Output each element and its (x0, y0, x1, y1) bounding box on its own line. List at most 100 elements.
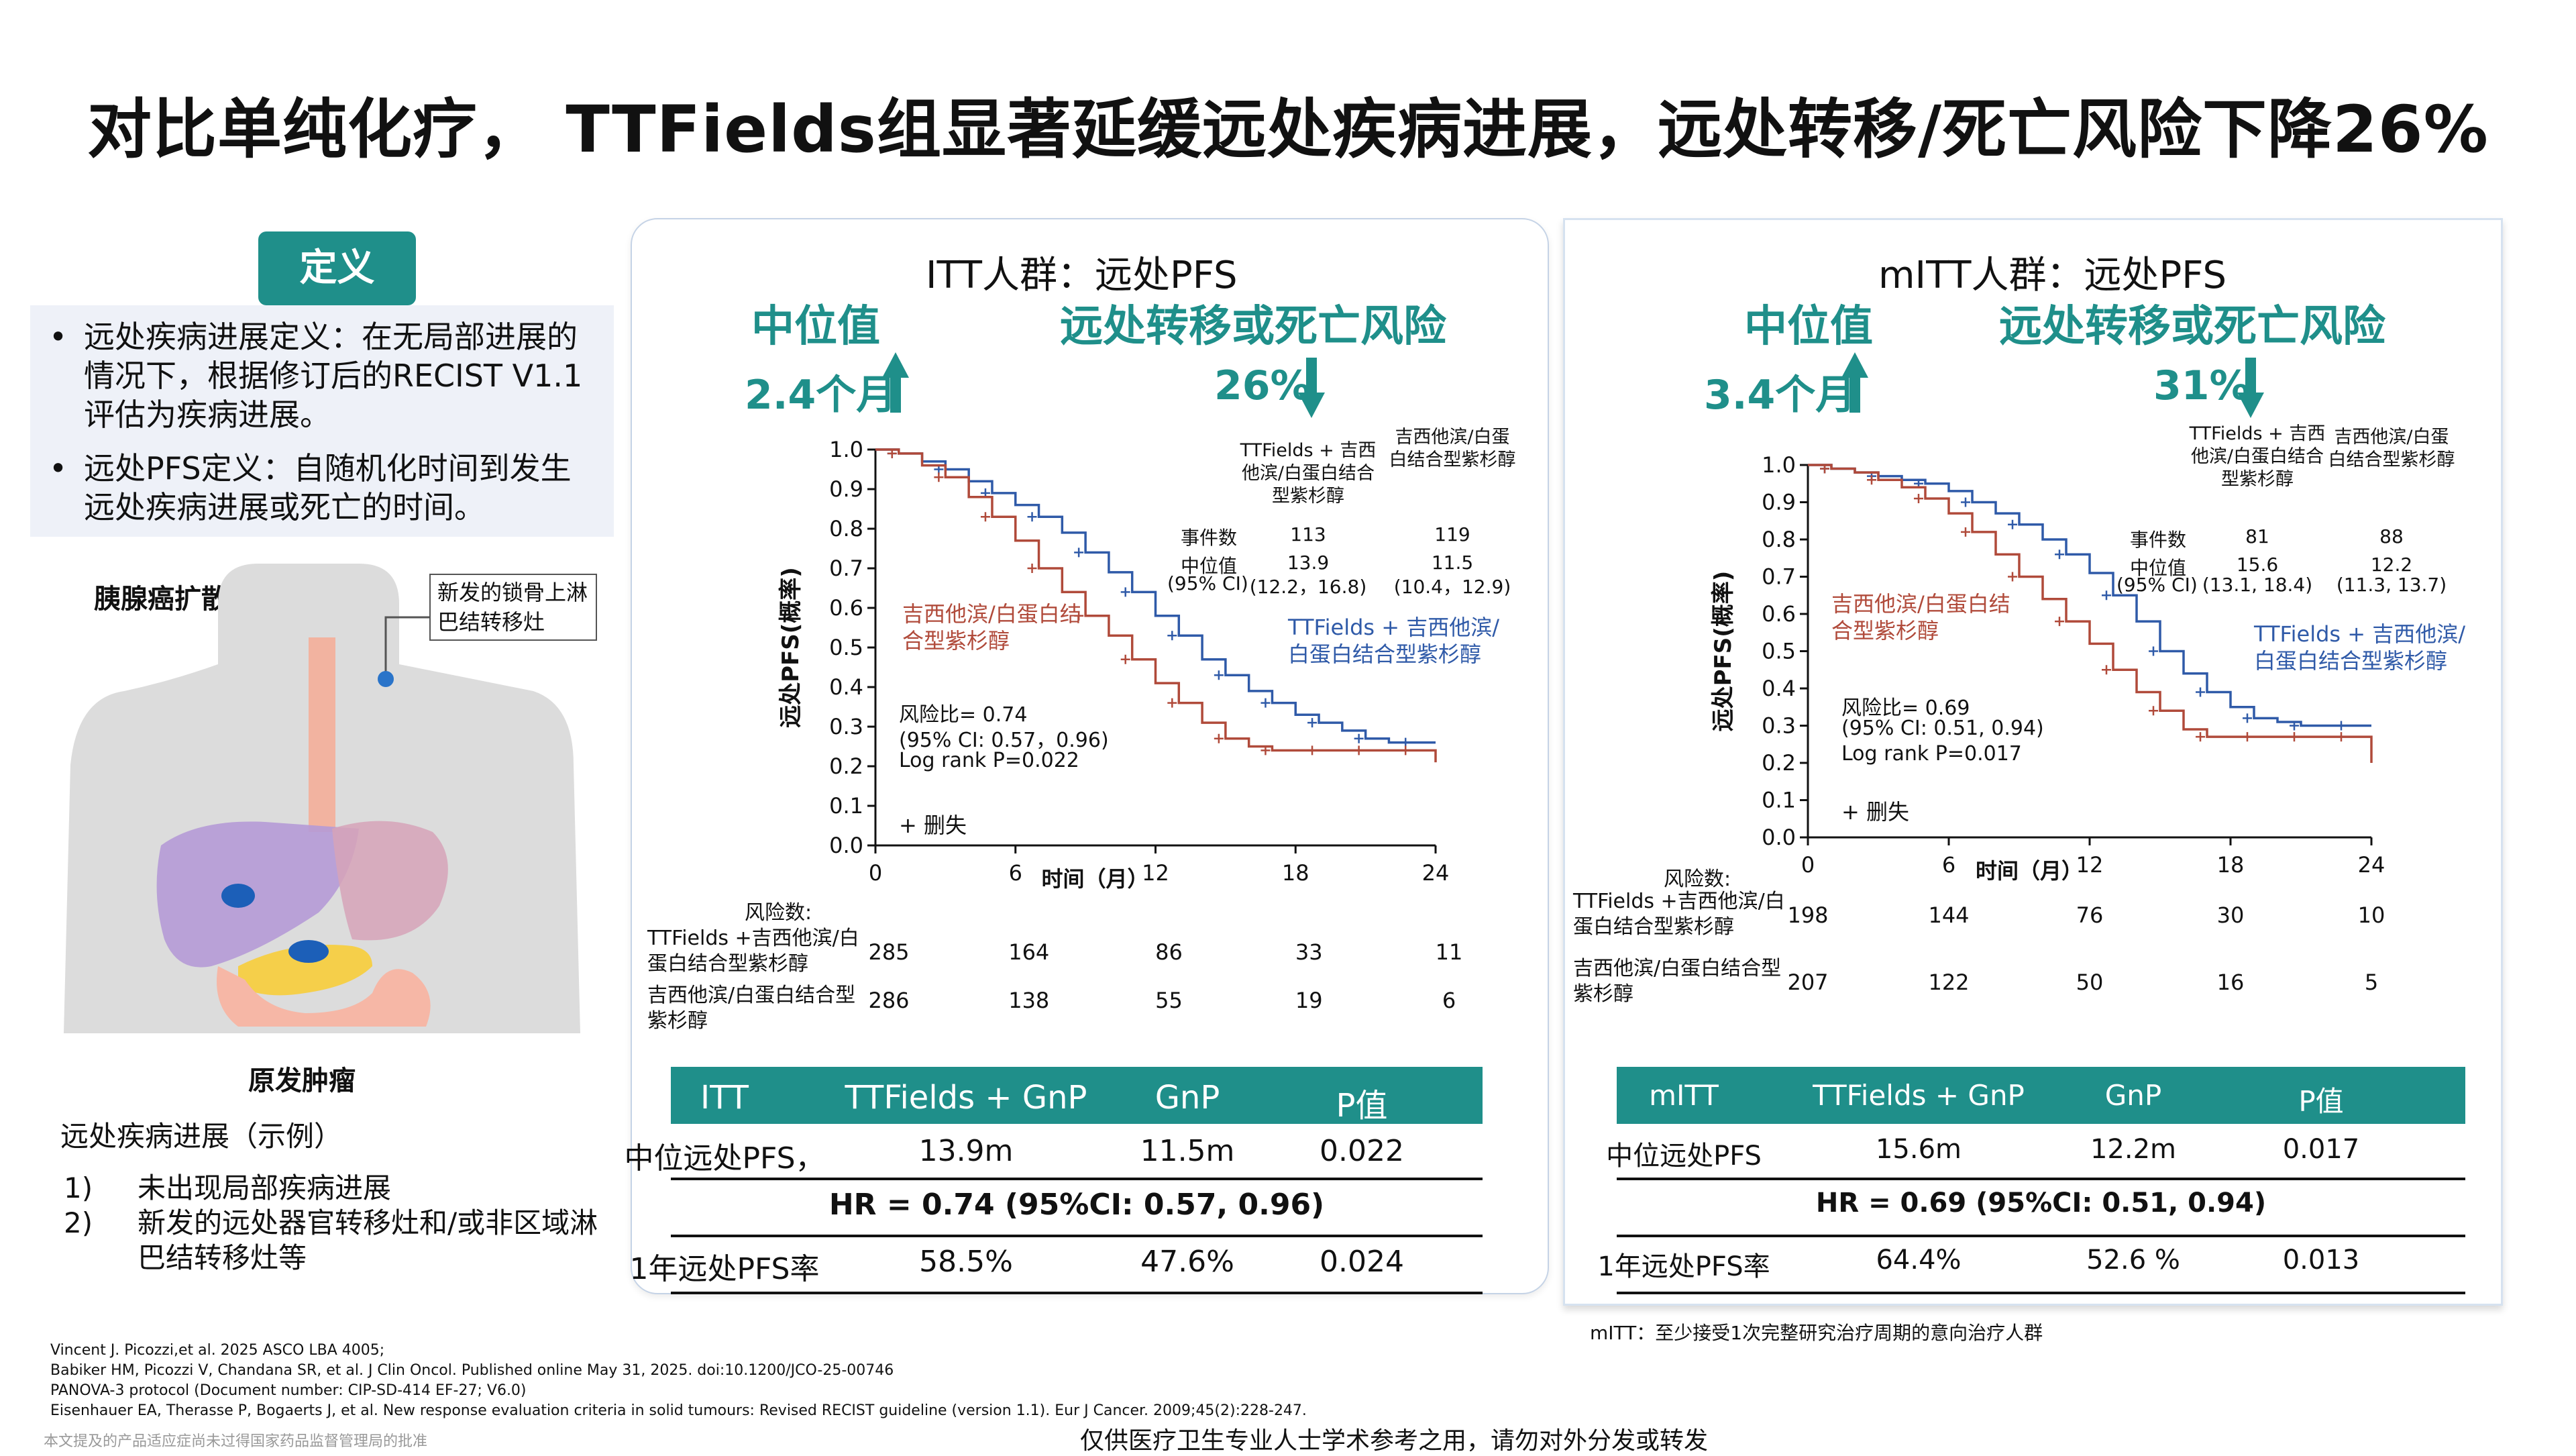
pancreas-shape (238, 945, 372, 996)
censor-mark (1167, 698, 1177, 708)
censor-mark (2055, 550, 2064, 560)
summary-row-2-cell: 52.6 % (2086, 1245, 2180, 1276)
itt-panel-content: ITT人群：远处PFS 中位值 2.4个月 远处转移或死亡风险 26% TTFields … (625, 218, 1546, 1294)
censor-mark (1401, 737, 1411, 747)
table-divider (1617, 1235, 2465, 1237)
events-ttf: 113 (1290, 523, 1326, 545)
censor-mark (2149, 646, 2158, 656)
censor-mark (1401, 745, 1411, 756)
summary-row-2-cell: 1年远处PFS率 (1597, 1251, 1770, 1282)
y-tick-label: 0.4 (1762, 676, 1796, 701)
hr-line-2: (95% CI: 0.57，0.96) (899, 729, 1109, 752)
example-text-2: 新发的远处器官转移灶和/或非区域淋巴结转移灶等 (138, 1206, 598, 1274)
table-divider (671, 1178, 1483, 1180)
reference-1: Vincent J. Picozzi,et al. 2025 ASCO LBA … (50, 1342, 385, 1359)
censor-mark (2102, 665, 2111, 675)
y-tick-label: 0.6 (1762, 601, 1796, 627)
risk-ttf-label: TTFields +吉西他滨/白蛋白结合型紫杉醇 (1573, 890, 1785, 939)
definition-box: 远处疾病进展定义：在无局部进展的情况下，根据修订后的RECIST V1.1评估为… (30, 305, 614, 537)
events-gnp: 88 (2379, 525, 2404, 548)
hr-line-3: Log rank P=0.022 (899, 749, 1079, 772)
y-tick-label: 1.0 (829, 437, 863, 462)
summary-row-1-cell: 中位远处PFS (1606, 1141, 1762, 1172)
censor-mark (2290, 721, 2299, 731)
summary-row-2-cell: 64.4% (1876, 1245, 1962, 1276)
median-value: 2.4个月 (745, 372, 897, 419)
median-label: 中位值 (1744, 302, 1873, 352)
risk-ttf-value: 33 (1295, 939, 1323, 965)
censor-mark (887, 448, 897, 458)
gnp-curve-label: 吉西他滨/白蛋白结合型紫杉醇 (902, 601, 1081, 654)
x-tick-label: 6 (1009, 860, 1022, 886)
up-arrow-icon (1841, 352, 1868, 413)
censor-mark (1214, 670, 1224, 680)
summary-row-2-cell: 47.6% (1140, 1245, 1234, 1279)
summary-row-2-cell: 0.013 (2282, 1245, 2360, 1276)
y-tick-label: 0.9 (1762, 490, 1796, 515)
down-arrow-icon (2237, 358, 2264, 418)
y-tick-label: 0.3 (1762, 713, 1796, 739)
liver-shape (156, 821, 360, 968)
km-chart: 0.0 0.1 0.2 0.3 0.4 0.5 0.6 0.7 0.8 0.9 1.0 0 6 12 18 2… (1710, 452, 2385, 878)
risk-gnp-value: 19 (1295, 988, 1323, 1013)
stomach-shape (332, 821, 448, 941)
risk-label: 远处转移或死亡风险 (1060, 302, 1446, 352)
summary-hr-row: HR = 0.69 (95%CI: 0.51, 0.94) (1815, 1188, 2267, 1218)
risk-ttf-value: 11 (1435, 939, 1463, 965)
summary-table-header-cell: mITT (1649, 1079, 1719, 1112)
summary-table-header-cell: TTFields + GnP (1813, 1079, 2025, 1112)
x-axis-label: 时间（月） (1976, 858, 2084, 884)
legend-header-ttf: TTFields + 吉西他滨/白蛋白结合型紫杉醇 (2189, 423, 2326, 490)
x-tick-label: 24 (2358, 852, 2385, 878)
disclaimer-center: 仅供医疗卫生专业人士学术参考之用，请勿对外分发或转发 (1080, 1427, 1709, 1455)
events-ttf: 81 (2245, 525, 2269, 548)
censor-mark (1961, 497, 1970, 507)
ttf-curve-label: TTFields + 吉西他滨/白蛋白结合型紫杉醇 (1288, 615, 1500, 667)
y-tick-label: 0.7 (1762, 564, 1796, 590)
mitt-note: mITT：至少接受1次完整研究治疗周期的意向治疗人群 (1590, 1322, 2043, 1344)
median-ttf: 15.6 (2236, 554, 2279, 576)
risk-gnp-value: 138 (1008, 988, 1050, 1013)
hr-line-3: Log rank P=0.017 (1841, 742, 2022, 766)
ci-gnp: (10.4，12.9) (1393, 576, 1511, 598)
y-tick-label: 1.0 (1762, 452, 1796, 478)
km-chart: 0.0 0.1 0.2 0.3 0.4 0.5 0.6 0.7 0.8 0.9 1.0 0 6 12 18 2… (777, 437, 1449, 886)
body-label-primary-tumor: 原发肿瘤 (248, 1065, 356, 1096)
y-tick-label: 0.2 (829, 753, 863, 779)
example-title: 远处疾病进展（示例） (60, 1120, 343, 1153)
events-label: 事件数 (1181, 527, 1238, 549)
censor-mark (1961, 527, 1970, 537)
reference-4: Eisenhauer EA, Therasse P, Bogaerts J, e… (50, 1402, 1307, 1419)
y-axis-label: 远处PFS(概率) (1710, 571, 1737, 732)
intestine-shape (217, 966, 431, 1027)
summary-table-header-cell: GnP (1155, 1079, 1220, 1116)
censor-mark (1027, 512, 1037, 522)
risk-gnp-value: 16 (2216, 970, 2245, 995)
ci-label: (95% CI) (1167, 572, 1248, 594)
page-title: 对比单纯化疗， TTFields组显著延缓远处疾病进展，远处转移/死亡风险下降2… (87, 92, 2489, 167)
summary-table-header: mITT TTFields + GnP GnP P值 (1617, 1067, 2465, 1124)
table-divider (1617, 1292, 2465, 1294)
censor-mark (2149, 706, 2158, 716)
median-label: 中位值 (751, 302, 880, 352)
legend-header-gnp: 吉西他滨/白蛋白结合型紫杉醇 (2328, 427, 2455, 470)
risk-gnp-value: 55 (1155, 988, 1183, 1013)
censor-mark (934, 472, 944, 482)
summary-row-1-cell: 11.5m (1140, 1134, 1235, 1168)
censor-mark (2102, 590, 2111, 601)
ci-label: (95% CI) (2116, 574, 2198, 596)
risk-ttf-value: 30 (2216, 902, 2245, 928)
y-axis-label: 远处PFS(概率) (777, 567, 804, 728)
censor-mark (1074, 611, 1084, 621)
censor-mark (2337, 732, 2346, 742)
risk-gnp-value: 207 (1787, 970, 1829, 995)
example-text-1: 未出现局部疾病进展 (138, 1172, 392, 1204)
y-tick-label: 0.0 (829, 833, 863, 858)
censor-mark (1820, 464, 1829, 474)
definition-bullet-2: 远处PFS定义：自随机化时间到发生远处疾病进展或死亡的时间。 (49, 449, 600, 527)
y-tick-label: 0.1 (1762, 788, 1796, 813)
risk-ttf-value: 144 (1928, 902, 1970, 928)
censor-mark (1354, 745, 1364, 756)
median-gnp: 12.2 (2370, 554, 2413, 576)
y-tick-label: 0.8 (829, 516, 863, 541)
